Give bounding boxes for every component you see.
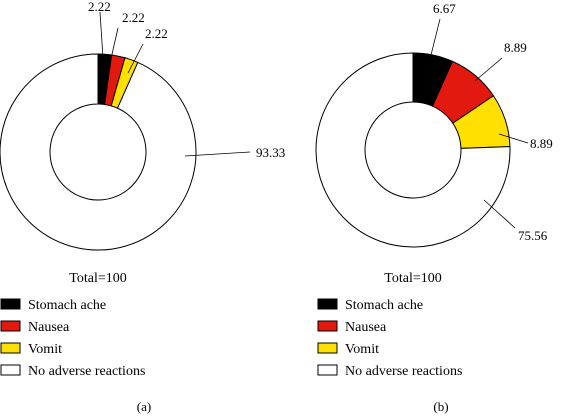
value-label: 75.56 <box>518 228 548 243</box>
value-label: 93.33 <box>256 145 285 160</box>
value-leader-line <box>184 151 251 157</box>
value-leader-line <box>99 11 104 59</box>
total-label: Total=100 <box>384 271 441 286</box>
legend-swatch <box>317 298 338 310</box>
legend-swatch <box>317 320 338 332</box>
value-leader-line <box>474 57 503 82</box>
legend-swatch <box>317 342 338 354</box>
legend-swatch <box>0 320 21 332</box>
total-label: Total=100 <box>69 271 126 286</box>
value-leader-line <box>498 133 529 144</box>
panel-label: (b) <box>433 399 448 414</box>
value-leader-line <box>127 43 144 74</box>
value-label: 2.22 <box>88 0 111 14</box>
value-label: 2.22 <box>122 10 145 25</box>
legend-label: Nausea <box>345 320 387 335</box>
legend-label: Vomit <box>28 342 62 357</box>
value-leader-line <box>483 199 516 229</box>
legend-label: Stomach ache <box>345 298 423 313</box>
slice-no-adverse-reactions <box>315 52 511 248</box>
value-leader-line <box>429 18 441 60</box>
panel-b: 6.67 8.89 8.89 75.56 Total=100 Stomach ache Na… <box>315 1 553 414</box>
slice-no-adverse-reactions <box>0 53 197 251</box>
value-label: 8.89 <box>530 136 553 151</box>
value-label: 2.22 <box>145 26 168 41</box>
legend-swatch <box>0 364 21 376</box>
panel-label: (a) <box>137 399 151 414</box>
value-label: 6.67 <box>433 1 456 16</box>
legend-label: No adverse reactions <box>345 364 462 379</box>
legend-label: Stomach ache <box>28 298 106 313</box>
legend-swatch <box>0 298 21 310</box>
value-label: 8.89 <box>504 40 527 55</box>
legend-label: No adverse reactions <box>28 364 145 379</box>
legend-label: Nausea <box>28 320 70 335</box>
legend-swatch <box>317 364 338 376</box>
legend-label: Vomit <box>345 342 379 357</box>
legend-swatch <box>0 342 21 354</box>
value-leader-line <box>109 27 119 64</box>
